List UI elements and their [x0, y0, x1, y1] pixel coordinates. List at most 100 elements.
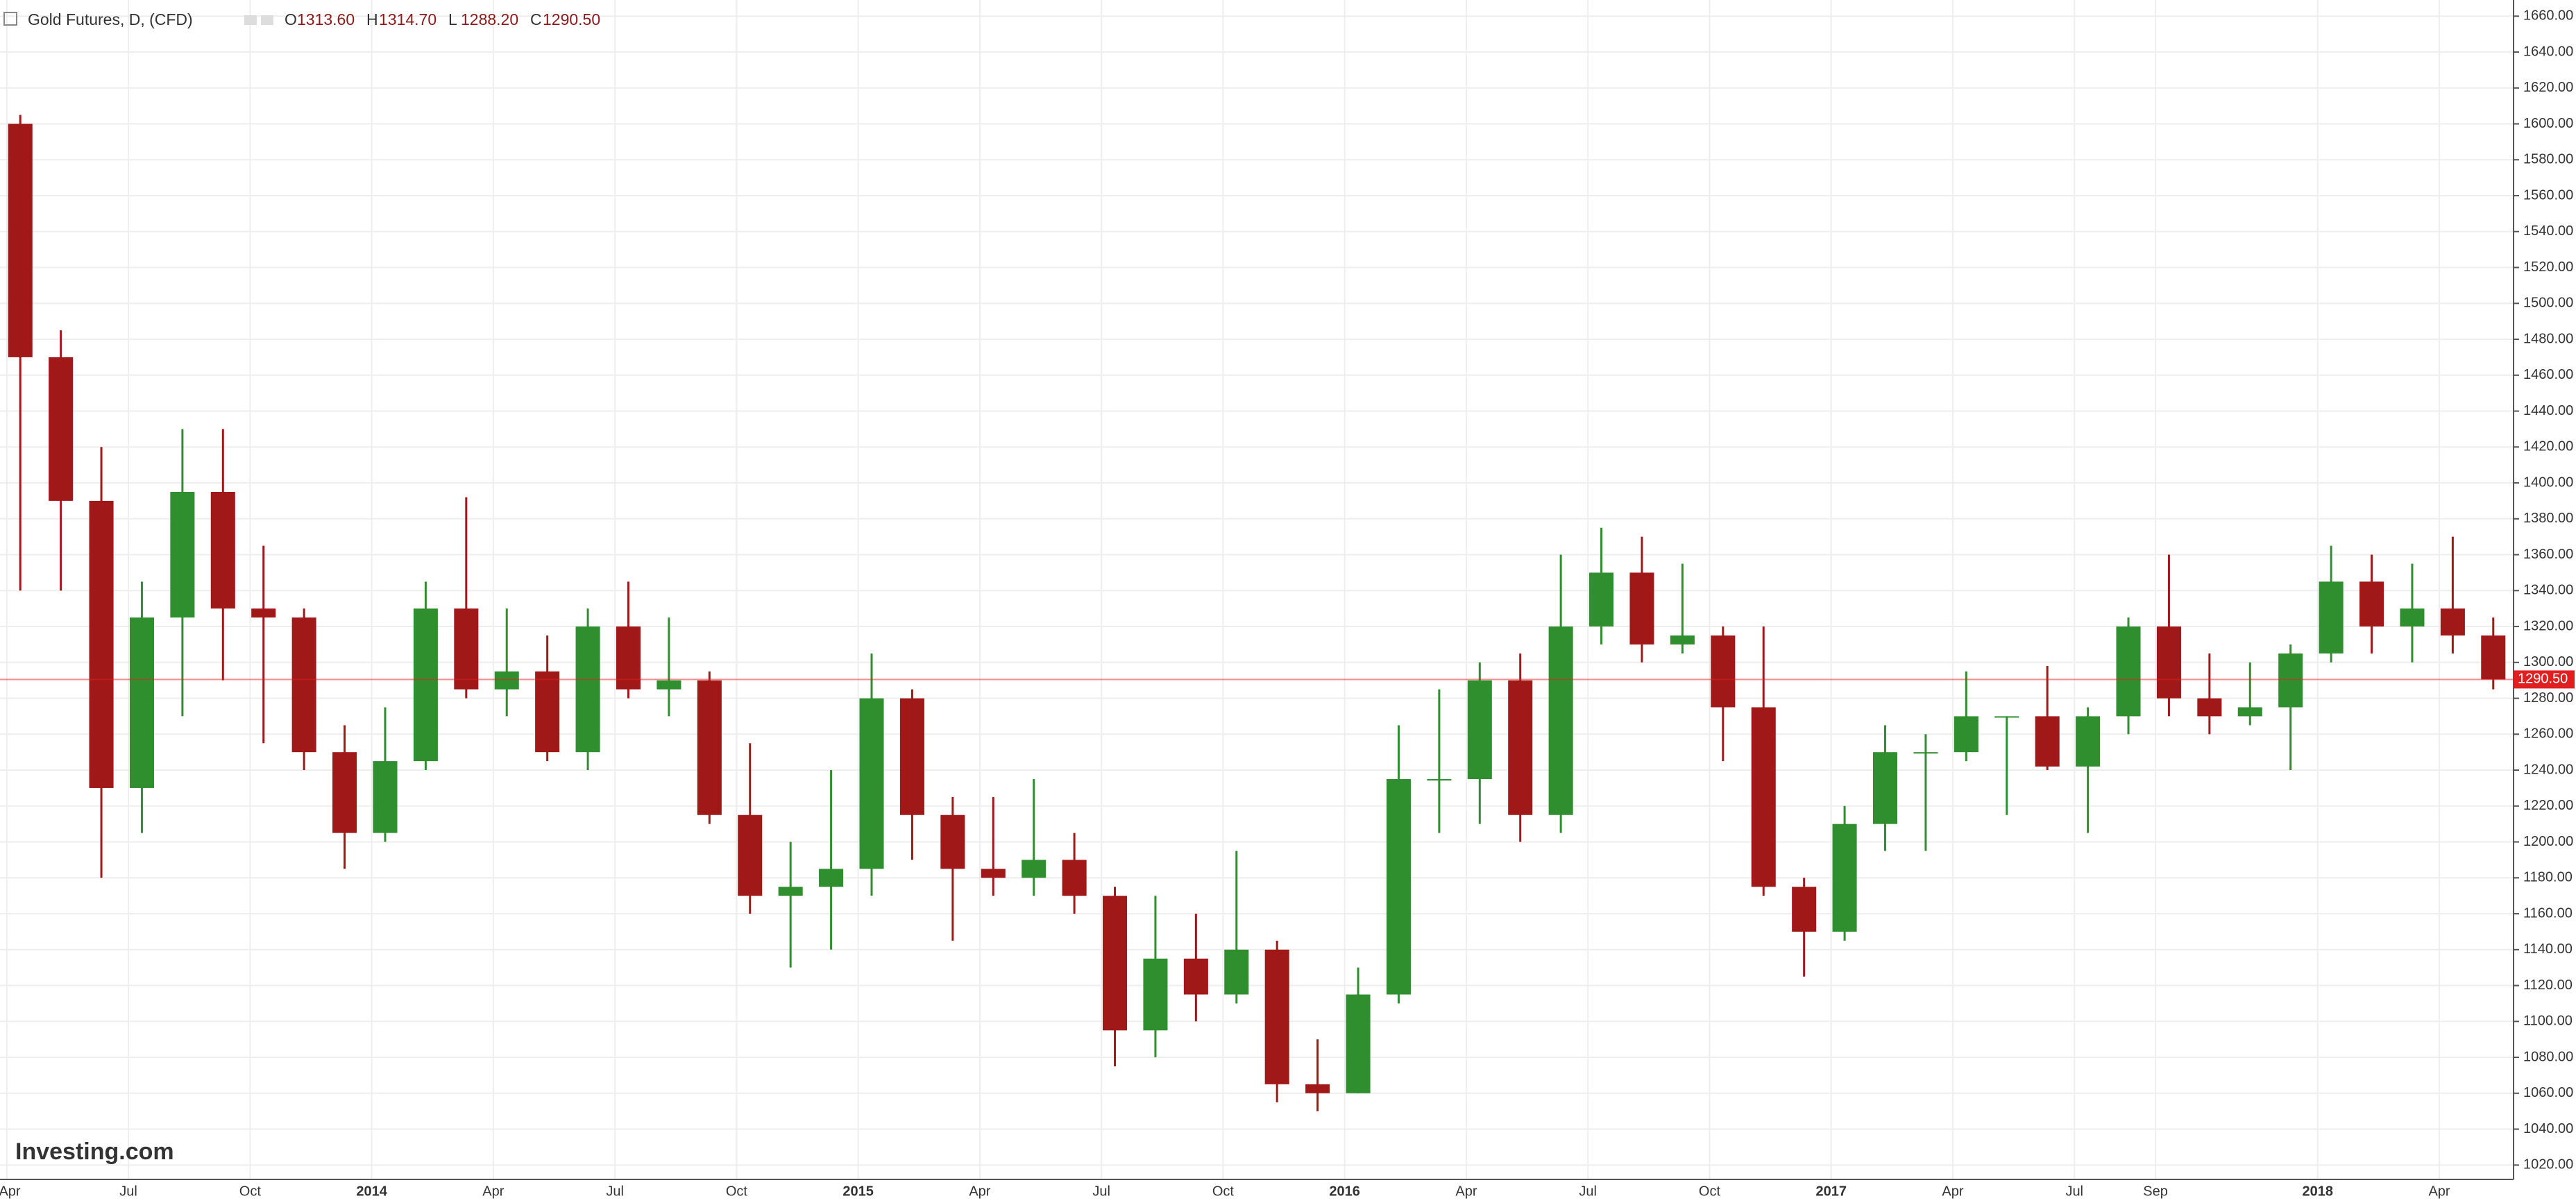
x-tick-label: Jul	[606, 1184, 624, 1199]
candle-body	[2400, 608, 2425, 627]
candle-body	[210, 491, 235, 609]
hide-icon[interactable]	[261, 15, 273, 25]
x-tick-label: Jul	[119, 1184, 137, 1199]
candle-body	[291, 617, 316, 753]
candle-body	[697, 680, 722, 815]
candle-body	[8, 123, 33, 357]
candle-body	[413, 608, 438, 762]
x-tick-label: Apr	[2428, 1184, 2450, 1199]
candle-body	[859, 698, 884, 869]
y-tick-label: 1540.00	[2523, 223, 2573, 239]
x-tick-label: Oct	[1699, 1184, 1721, 1199]
y-tick-label: 1240.00	[2523, 762, 2573, 777]
candle-body	[1427, 778, 1452, 780]
candle-body	[129, 617, 154, 788]
y-tick-label: 1480.00	[2523, 331, 2573, 346]
candle-body	[1954, 716, 1978, 753]
x-tick-label: Apr	[1455, 1184, 1477, 1199]
y-tick-label: 1300.00	[2523, 654, 2573, 669]
candle-body	[1872, 752, 1898, 824]
x-tick-label: 2016	[1329, 1184, 1360, 1199]
y-tick-label: 1500.00	[2523, 296, 2573, 311]
x-tick-label: Apr	[0, 1184, 21, 1199]
y-tick-label: 1400.00	[2523, 475, 2573, 490]
y-tick-label: 1600.00	[2523, 116, 2573, 131]
y-tick-label: 1640.00	[2523, 44, 2573, 59]
candle-body	[89, 500, 114, 788]
settings-icon[interactable]	[244, 15, 257, 25]
candle-body	[2237, 707, 2262, 717]
last-price-tag	[2514, 670, 2575, 689]
candle-body	[494, 671, 519, 690]
x-tick-label: Apr	[1942, 1184, 1963, 1199]
candle-body	[2116, 626, 2141, 717]
candle-body	[49, 357, 74, 501]
x-tick-label: 2015	[842, 1184, 874, 1199]
candle-body	[656, 680, 681, 690]
y-tick-label: 1100.00	[2523, 1014, 2573, 1029]
grid	[0, 0, 2514, 1179]
candle-body	[2481, 635, 2506, 680]
candle-body	[1629, 572, 1654, 645]
header: Gold Futures, D, (CFD) O 1313.60 H 1314.70 L…	[3, 10, 600, 28]
y-tick-label: 1320.00	[2523, 618, 2573, 633]
y-tick-label: 1420.00	[2523, 439, 2573, 454]
collapse-icon[interactable]	[3, 12, 17, 26]
candle-body	[899, 698, 924, 815]
candles	[8, 114, 2506, 1111]
candle-body	[2359, 581, 2384, 627]
x-tick-label: 2018	[2302, 1184, 2333, 1199]
candle-body	[2035, 716, 2060, 767]
candle-body	[1913, 752, 1938, 754]
x-tick-label: 2014	[356, 1184, 387, 1199]
candle-body	[170, 491, 195, 618]
y-tick-label: 1660.00	[2523, 8, 2573, 24]
candle-body	[1548, 626, 1573, 815]
x-tick-label: Jul	[1579, 1184, 1597, 1199]
candle-body	[778, 887, 803, 896]
candle-body	[981, 869, 1006, 878]
candle-body	[2197, 698, 2222, 717]
x-tick-label: Jul	[1092, 1184, 1110, 1199]
candle-body	[2319, 581, 2344, 654]
x-tick-label: Oct	[726, 1184, 748, 1199]
y-tick-label: 1060.00	[2523, 1085, 2573, 1100]
y-tick-label: 1520.00	[2523, 259, 2573, 275]
ohlc-value: 1290.50	[543, 10, 600, 28]
candle-body	[2156, 626, 2181, 699]
candle-body	[2440, 608, 2465, 635]
y-tick-label: 1180.00	[2523, 870, 2573, 885]
candle-body	[1832, 824, 1857, 932]
y-tick-label: 1160.00	[2523, 905, 2573, 921]
watermark: Investing.com	[15, 1138, 174, 1165]
y-tick-label: 1340.00	[2523, 583, 2573, 598]
y-tick-label: 1280.00	[2523, 690, 2573, 706]
y-tick-label: 1040.00	[2523, 1121, 2573, 1136]
candle-body	[819, 869, 844, 887]
candle-body	[1103, 896, 1128, 1031]
y-tick-label: 1260.00	[2523, 726, 2573, 742]
y-tick-label: 1620.00	[2523, 80, 2573, 95]
candle-body	[738, 814, 763, 896]
candle-body	[1143, 958, 1168, 1031]
candle-body	[1346, 994, 1371, 1093]
candle-body	[1589, 572, 1614, 627]
candle-body	[2076, 716, 2101, 767]
y-tick-label: 1360.00	[2523, 547, 2573, 562]
candle-body	[1022, 860, 1046, 878]
chart-title: Gold Futures, D, (CFD)	[28, 10, 193, 28]
candle-body	[1183, 958, 1208, 995]
y-tick-label: 1220.00	[2523, 798, 2573, 813]
y-tick-label: 1020.00	[2523, 1157, 2573, 1172]
candle-body	[1792, 887, 1817, 932]
candle-body	[373, 761, 398, 833]
x-tick-label: Oct	[1212, 1184, 1235, 1199]
y-tick-label: 1140.00	[2523, 941, 2573, 957]
x-tick-label: Jul	[2065, 1184, 2083, 1199]
ohlc-key: H	[366, 10, 378, 28]
candle-body	[251, 608, 276, 618]
y-tick-label: 1380.00	[2523, 511, 2573, 526]
ohlc-value: 1314.70	[379, 10, 437, 28]
ohlc-value: 1313.60	[297, 10, 355, 28]
